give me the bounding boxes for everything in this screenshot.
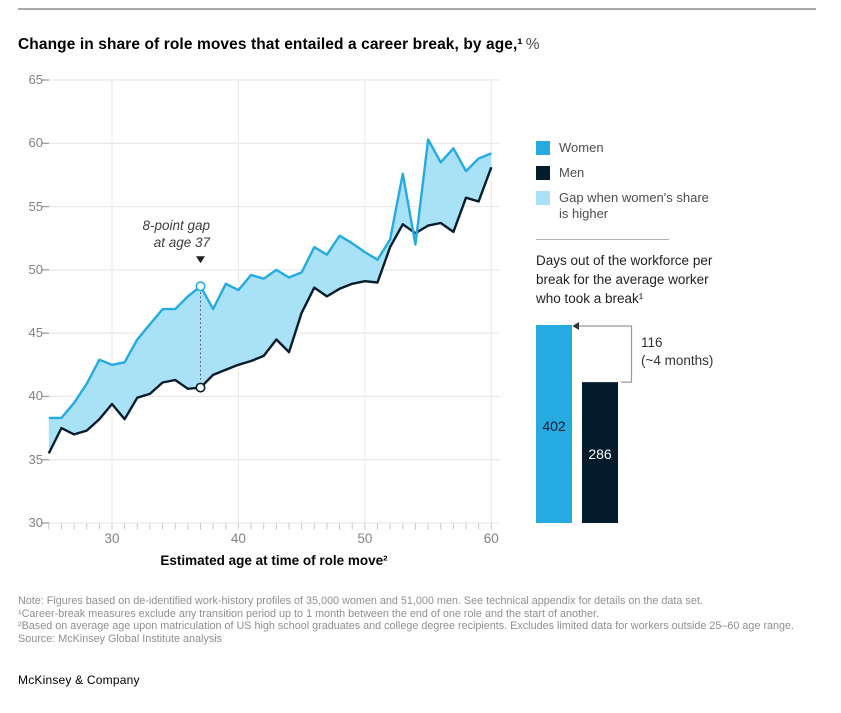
women-swatch-icon: [536, 141, 550, 155]
legend-divider: [536, 239, 669, 240]
x-tick-label: 40: [231, 531, 246, 546]
legend-label-women: Women: [559, 140, 709, 156]
y-tick-label: 65: [0, 72, 43, 87]
bar-chart-title: Days out of the workforce per break for …: [536, 251, 731, 308]
footnotes: Note: Figures based on de-identified wor…: [18, 595, 794, 645]
difference-value: 116: [641, 334, 713, 352]
legend-label-men: Men: [559, 165, 709, 181]
y-tick-label: 30: [0, 515, 43, 530]
legend-label-gap: Gap when women's share is higher: [559, 190, 709, 222]
legend: Women Men Gap when women's share is high…: [536, 140, 709, 222]
x-axis-title: Estimated age at time of role move²: [0, 553, 548, 568]
exhibit-page: { "header": { "title": "Change in share …: [0, 0, 841, 713]
gap-annotation-line1: 8-point gap: [92, 217, 210, 234]
difference-unit: (~4 months): [641, 352, 713, 370]
footnote-1: ¹Career-break measures exclude any trans…: [18, 608, 794, 621]
legend-item-gap: Gap when women's share is higher: [536, 190, 709, 222]
y-tick-label: 50: [0, 262, 43, 277]
legend-item-men: Men: [536, 165, 709, 181]
y-tick-label: 45: [0, 325, 43, 340]
y-tick-label: 60: [0, 135, 43, 150]
legend-item-women: Women: [536, 140, 709, 156]
x-tick-label: 50: [357, 531, 372, 546]
x-tick-label: 30: [104, 531, 119, 546]
gap-annotation-line2: at age 37: [92, 234, 210, 251]
mckinsey-brand: McKinsey & Company: [18, 673, 140, 687]
footnote-note: Note: Figures based on de-identified wor…: [18, 595, 794, 608]
page-title: Change in share of role moves that entai…: [18, 36, 540, 54]
y-tick-label: 55: [0, 199, 43, 214]
gap-swatch-icon: [536, 191, 550, 205]
y-tick-label: 40: [0, 388, 43, 403]
footnote-source: Source: McKinsey Global Institute analys…: [18, 633, 794, 646]
y-tick-label: 35: [0, 452, 43, 467]
difference-label: 116 (~4 months): [641, 334, 713, 370]
bar-value-women: 402: [536, 418, 572, 434]
footnote-2: ²Based on average age upon matriculation…: [18, 620, 794, 633]
gap-annotation: 8-point gap at age 37: [92, 217, 210, 251]
men-swatch-icon: [536, 166, 550, 180]
page-title-unit: %: [526, 36, 540, 53]
top-divider: [18, 8, 816, 10]
x-tick-label: 60: [484, 531, 499, 546]
page-title-text: Change in share of role moves that entai…: [18, 36, 523, 53]
bar-value-men: 286: [582, 446, 618, 462]
